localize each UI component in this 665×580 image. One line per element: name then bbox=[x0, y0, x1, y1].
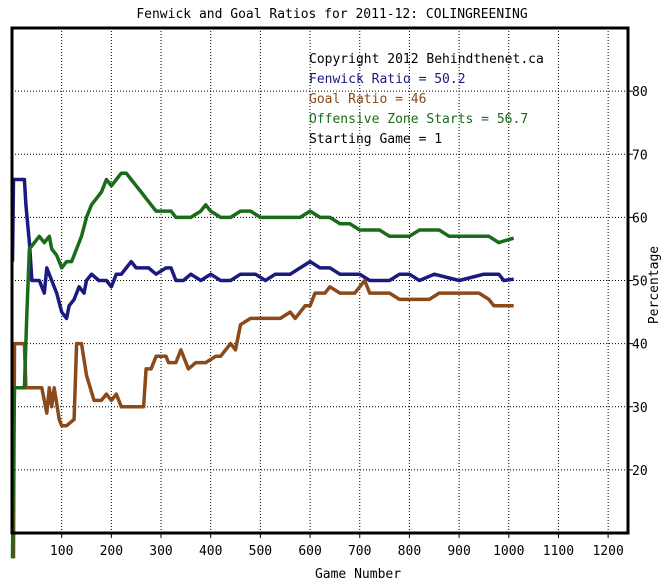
x-tick-label: 100 bbox=[50, 544, 73, 559]
x-tick-label: 800 bbox=[398, 544, 421, 559]
grid-lines bbox=[12, 28, 628, 533]
annotation-line: Goal Ratio = 46 bbox=[309, 92, 426, 107]
x-tick-label: 700 bbox=[348, 544, 371, 559]
x-tick-label: 500 bbox=[249, 544, 272, 559]
y-tick-label: 70 bbox=[632, 148, 648, 163]
x-tick-label: 1200 bbox=[592, 544, 623, 559]
annotation-line: Fenwick Ratio = 50.2 bbox=[309, 72, 466, 87]
y-tick-label: 60 bbox=[632, 211, 648, 226]
y-tick-label: 20 bbox=[632, 464, 648, 479]
annotation-line: Starting Game = 1 bbox=[309, 132, 442, 147]
x-tick-label: 1000 bbox=[493, 544, 524, 559]
tick-labels: 100 200 300 400 500 600 700 800 900 1000 1100 1200 2… bbox=[50, 85, 648, 559]
series-lines bbox=[10, 171, 515, 559]
x-axis-label: Game Number bbox=[315, 567, 401, 580]
x-tick-label: 300 bbox=[149, 544, 172, 559]
series-line-0 bbox=[10, 177, 514, 321]
chart-title: Fenwick and Goal Ratios for 2011-12: COL… bbox=[136, 7, 528, 22]
x-tick-label: 600 bbox=[298, 544, 321, 559]
x-tick-label: 400 bbox=[199, 544, 222, 559]
series-line-2 bbox=[10, 171, 515, 559]
y-tick-label: 40 bbox=[632, 338, 648, 353]
y-tick-label: 50 bbox=[632, 275, 648, 290]
y-axis-label: Percentage bbox=[647, 246, 662, 324]
y-tick-label: 30 bbox=[632, 401, 648, 416]
y-tick-label: 80 bbox=[632, 85, 648, 100]
annotation-line: Offensive Zone Starts = 56.7 bbox=[309, 112, 528, 127]
x-tick-label: 1100 bbox=[543, 544, 574, 559]
series-line-1 bbox=[11, 278, 514, 559]
x-tick-label: 900 bbox=[447, 544, 470, 559]
annotation-text: Copyright 2012 Behindthenet.ca Fenwick Ra… bbox=[309, 52, 544, 147]
annotation-line: Copyright 2012 Behindthenet.ca bbox=[309, 52, 544, 67]
x-tick-label: 200 bbox=[100, 544, 123, 559]
